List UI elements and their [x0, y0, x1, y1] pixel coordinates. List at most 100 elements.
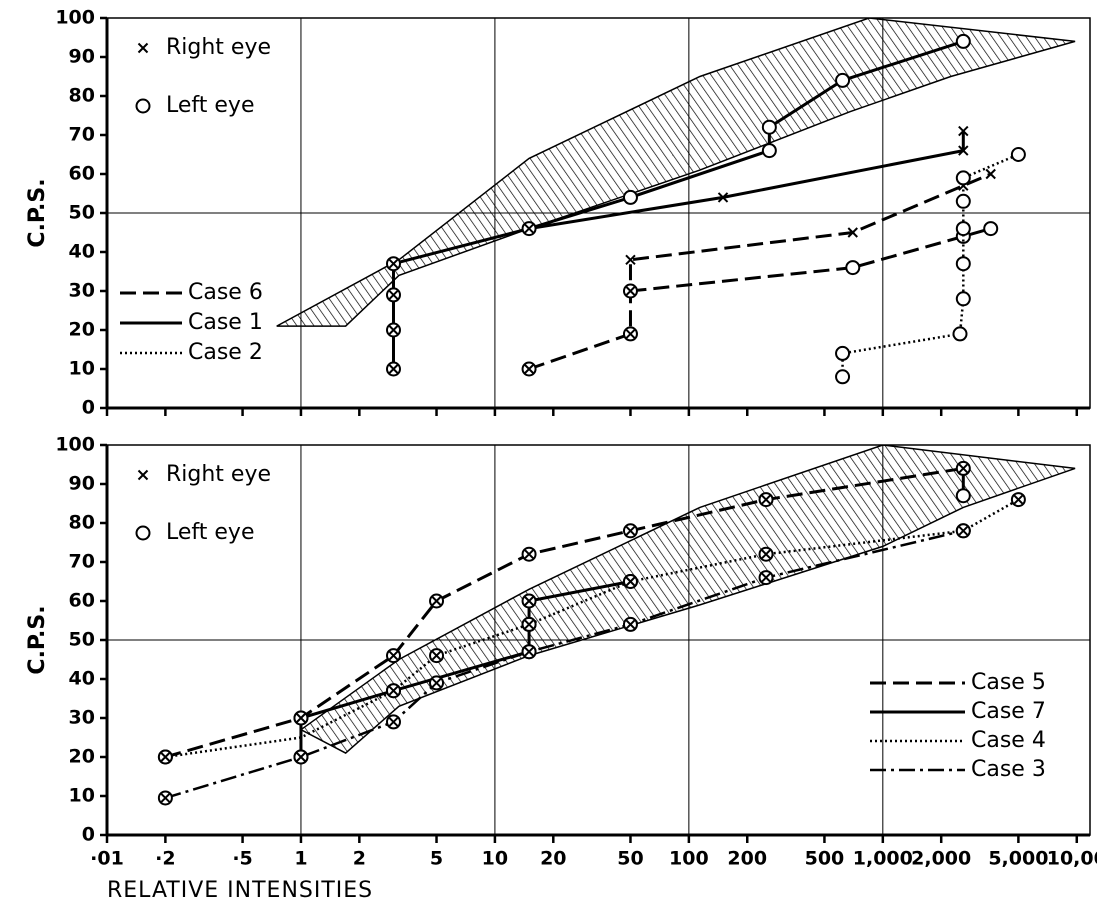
marker-legend-symbol	[135, 98, 151, 114]
marker-cross	[524, 646, 534, 657]
legend-label: Case 4	[971, 728, 1046, 753]
marker-legend-symbol	[135, 525, 151, 541]
marker-cross	[847, 227, 858, 238]
x-axis-label: RELATIVE INTENSITIES	[107, 878, 373, 903]
x-tick-label: 50	[617, 848, 643, 870]
x-tick-label: 5,000	[988, 848, 1048, 870]
y-tick-label: 50	[69, 202, 95, 224]
x-tick-label: 5	[430, 848, 443, 870]
marker	[952, 326, 968, 342]
marker	[429, 648, 445, 664]
y-tick-label: 90	[69, 473, 95, 495]
legend-label: Case 6	[188, 280, 263, 305]
marker	[385, 648, 401, 664]
y-tick-label: 70	[69, 551, 95, 573]
marker-cross	[958, 526, 969, 536]
marker	[847, 227, 858, 238]
marker-circle	[835, 345, 851, 361]
marker	[521, 546, 537, 562]
marker-cross	[160, 793, 171, 803]
marker	[521, 221, 537, 237]
marker	[622, 283, 638, 299]
y-tick-label: 100	[55, 7, 95, 29]
marker-cross	[524, 549, 534, 559]
y-tick-label: 20	[69, 319, 95, 341]
y-tick-label: 30	[69, 280, 95, 302]
x-tick-label: 1	[294, 848, 307, 870]
marker-cross	[388, 290, 399, 300]
marker-cross	[958, 463, 969, 474]
marker	[385, 256, 401, 272]
marker-circle	[955, 256, 971, 272]
y-tick-label: 100	[55, 434, 95, 456]
y-tick-label: 60	[69, 590, 95, 612]
marker	[955, 488, 971, 504]
x-tick-label: 100	[669, 848, 709, 870]
marker-circle	[761, 119, 777, 135]
x-tick-label: 500	[805, 848, 845, 870]
marker-cross	[296, 752, 306, 762]
marker-cross	[137, 42, 149, 54]
marker	[385, 287, 401, 303]
marker-cross	[524, 364, 534, 374]
marker	[521, 616, 537, 632]
marker	[157, 790, 173, 806]
y-tick-label: 10	[69, 358, 95, 380]
legend-label: Case 7	[971, 699, 1046, 724]
legend-label: Case 3	[971, 757, 1046, 782]
marker-cross	[625, 526, 636, 536]
marker	[521, 593, 537, 609]
marker	[622, 326, 638, 342]
series-line	[841, 153, 1019, 377]
x-tick-label: 2,000	[911, 848, 971, 870]
series-line	[165, 529, 964, 800]
marker-cross	[1013, 494, 1024, 505]
marker	[835, 345, 851, 361]
x-tick-label: 10	[482, 848, 508, 870]
marker	[521, 361, 537, 377]
marker-cross	[431, 678, 442, 688]
marker-circle	[135, 525, 151, 541]
y-tick-label: 80	[69, 512, 95, 534]
marker-cross	[761, 494, 771, 505]
marker-cross	[137, 469, 149, 481]
x-tick-label: 200	[727, 848, 767, 870]
marker	[429, 593, 445, 609]
marker	[293, 710, 309, 726]
marker	[955, 291, 971, 307]
marker	[955, 523, 971, 539]
marker	[622, 574, 638, 589]
marker-cross	[388, 650, 399, 661]
marker	[758, 570, 774, 586]
marker	[521, 644, 537, 660]
marker	[955, 256, 971, 272]
marker	[761, 143, 777, 159]
marker	[622, 616, 638, 632]
marker-cross	[388, 364, 399, 374]
marker-cross	[985, 168, 996, 180]
marker-cross	[388, 685, 399, 696]
marker-circle	[835, 369, 851, 385]
marker-cross	[958, 145, 969, 156]
marker	[758, 546, 774, 562]
series-line	[165, 498, 1020, 759]
y-tick-label: 50	[69, 629, 95, 651]
marker	[1010, 492, 1026, 508]
marker	[1010, 147, 1026, 162]
y-tick-label: 30	[69, 707, 95, 729]
marker-cross	[524, 619, 534, 630]
x-tick-label: ·5	[232, 848, 252, 870]
marker	[625, 254, 636, 266]
y-tick-label: 0	[82, 824, 95, 846]
marker	[955, 170, 971, 186]
marker	[622, 189, 638, 205]
marker	[293, 749, 309, 765]
marker	[385, 683, 401, 699]
marker-cross	[388, 717, 399, 727]
marker-circle	[955, 488, 971, 504]
marker	[385, 322, 401, 338]
marker-circle	[135, 98, 151, 114]
y-axis-label: C.P.S.	[25, 605, 50, 674]
marker-cross	[761, 549, 771, 559]
